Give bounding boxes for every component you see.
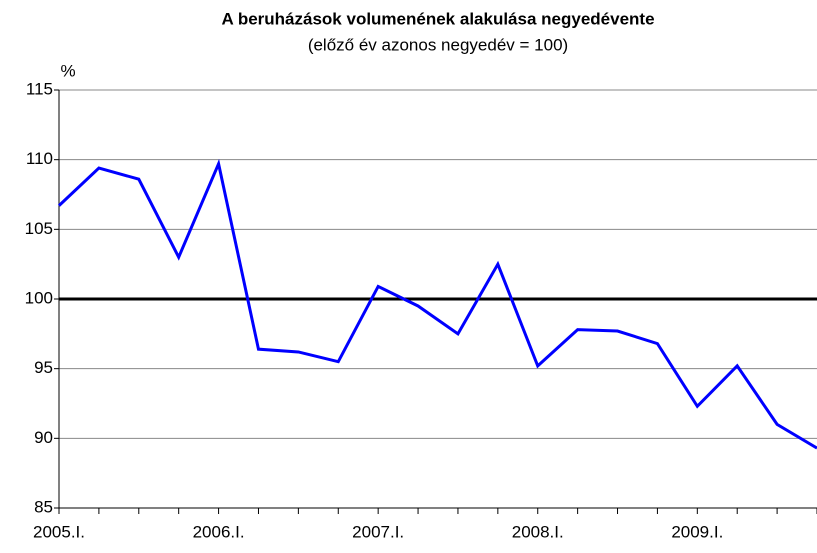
data-line — [57, 158, 817, 450]
x-tick-label: 2009.I. — [671, 522, 723, 541]
y-tick-label: 100 — [25, 288, 53, 307]
y-axis-label: % — [60, 61, 75, 80]
y-tick-label: 90 — [34, 428, 53, 447]
x-tick-label: 2005.I. — [33, 522, 85, 541]
chart-title: A beruházások volumenének alakulása negy… — [221, 9, 654, 28]
y-tick-label: 85 — [34, 497, 53, 516]
y-tick-label: 105 — [25, 219, 53, 238]
y-tick-label: 95 — [34, 358, 53, 377]
y-tick-label: 115 — [26, 79, 53, 98]
x-tick-label: 2007.I. — [352, 522, 404, 541]
y-tick-label: 110 — [26, 149, 53, 168]
chart-subtitle: (előző év azonos negyedév = 100) — [308, 35, 568, 54]
x-tick-label: 2008.I. — [512, 522, 564, 541]
x-tick-label: 2006.I. — [193, 522, 245, 541]
